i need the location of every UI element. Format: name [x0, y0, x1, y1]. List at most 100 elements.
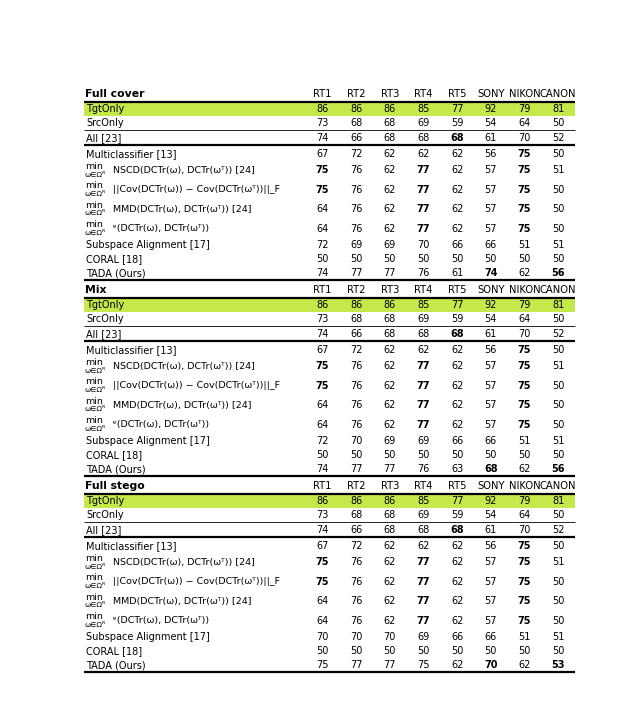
Text: 76: 76: [350, 419, 362, 429]
Text: 50: 50: [518, 450, 531, 460]
Text: 66: 66: [350, 329, 362, 339]
Text: 77: 77: [383, 268, 396, 278]
Text: 92: 92: [484, 104, 497, 114]
Text: All [23]: All [23]: [86, 133, 122, 144]
Text: 56: 56: [484, 345, 497, 355]
Text: Full stego: Full stego: [85, 481, 145, 491]
Text: 86: 86: [384, 300, 396, 310]
Text: 62: 62: [451, 149, 463, 159]
Text: 77: 77: [417, 616, 430, 626]
Text: min: min: [85, 593, 103, 602]
Text: 62: 62: [518, 661, 531, 670]
Text: 75: 75: [316, 577, 329, 587]
Text: 61: 61: [484, 329, 497, 339]
Text: NIKON: NIKON: [509, 89, 540, 100]
Text: 75: 75: [518, 597, 531, 606]
Text: 50: 50: [316, 255, 329, 264]
Text: 62: 62: [451, 204, 463, 214]
Text: 64: 64: [316, 616, 328, 626]
Text: 59: 59: [451, 314, 463, 324]
Text: NSCD(DCTr(ω), DCTr(ωᵀ)) [24]: NSCD(DCTr(ω), DCTr(ωᵀ)) [24]: [113, 166, 255, 175]
Text: 75: 75: [518, 185, 531, 195]
Text: 86: 86: [316, 300, 328, 310]
Text: SONY: SONY: [477, 285, 504, 295]
Text: CORAL [18]: CORAL [18]: [86, 450, 142, 460]
Text: 62: 62: [451, 577, 463, 587]
Text: 92: 92: [484, 496, 497, 506]
Text: 69: 69: [384, 437, 396, 447]
Text: 62: 62: [383, 557, 396, 567]
Text: 53: 53: [552, 661, 565, 670]
Text: ω∈Ωᴿ: ω∈Ωᴿ: [85, 368, 106, 373]
Text: TgtOnly: TgtOnly: [86, 496, 124, 506]
Text: 86: 86: [384, 496, 396, 506]
Text: 70: 70: [383, 632, 396, 642]
Text: 66: 66: [451, 240, 463, 250]
Text: 51: 51: [552, 166, 564, 176]
Text: 70: 70: [316, 632, 329, 642]
Text: 68: 68: [417, 329, 429, 339]
Text: 73: 73: [316, 118, 329, 128]
Text: ᵄ(DCTr(ω), DCTr(ωᵀ)): ᵄ(DCTr(ω), DCTr(ωᵀ)): [113, 616, 209, 625]
Text: min: min: [85, 201, 103, 210]
Text: 70: 70: [417, 240, 429, 250]
Text: RT3: RT3: [381, 285, 399, 295]
Text: 50: 50: [552, 646, 564, 656]
Text: 62: 62: [383, 540, 396, 550]
Text: CORAL [18]: CORAL [18]: [86, 255, 142, 264]
Text: 50: 50: [552, 540, 564, 550]
Text: 76: 76: [350, 400, 362, 410]
Text: NSCD(DCTr(ω), DCTr(ωᵀ)) [24]: NSCD(DCTr(ω), DCTr(ωᵀ)) [24]: [113, 362, 255, 371]
Bar: [84, 298, 575, 312]
Text: CANON: CANON: [540, 285, 577, 295]
Text: 68: 68: [350, 118, 362, 128]
Text: 62: 62: [451, 166, 463, 176]
Text: SONY: SONY: [477, 481, 504, 491]
Text: RT5: RT5: [448, 481, 467, 491]
Text: 52: 52: [552, 329, 564, 339]
Text: Multiclassifier [13]: Multiclassifier [13]: [86, 149, 177, 159]
Text: 75: 75: [518, 345, 531, 355]
Text: 62: 62: [518, 268, 531, 278]
Text: 57: 57: [484, 419, 497, 429]
Text: 50: 50: [484, 450, 497, 460]
Text: All [23]: All [23]: [86, 525, 122, 535]
Text: ω∈Ωᴿ: ω∈Ωᴿ: [85, 622, 106, 628]
Text: 50: 50: [417, 255, 429, 264]
Text: 61: 61: [451, 268, 463, 278]
Text: 74: 74: [316, 464, 329, 474]
Text: 51: 51: [552, 557, 564, 567]
Text: 62: 62: [451, 661, 463, 670]
Text: 86: 86: [384, 104, 396, 114]
Text: 66: 66: [484, 632, 497, 642]
Text: 62: 62: [451, 345, 463, 355]
Text: 75: 75: [316, 661, 329, 670]
Text: 62: 62: [383, 149, 396, 159]
Text: 68: 68: [384, 510, 396, 520]
Text: 64: 64: [518, 118, 531, 128]
Text: 63: 63: [451, 464, 463, 474]
Text: 57: 57: [484, 557, 497, 567]
Text: ω∈Ωᴿ: ω∈Ωᴿ: [85, 230, 106, 236]
Text: 76: 76: [350, 381, 362, 391]
Text: 77: 77: [417, 419, 430, 429]
Text: 68: 68: [417, 133, 429, 144]
Text: NIKON: NIKON: [509, 285, 540, 295]
Text: 67: 67: [316, 345, 329, 355]
Text: 62: 62: [383, 204, 396, 214]
Text: 50: 50: [552, 345, 564, 355]
Text: CORAL [18]: CORAL [18]: [86, 646, 142, 656]
Text: 50: 50: [518, 646, 531, 656]
Text: 54: 54: [484, 314, 497, 324]
Text: 77: 77: [383, 661, 396, 670]
Text: 74: 74: [316, 525, 329, 535]
Text: 77: 77: [417, 557, 430, 567]
Text: ω∈Ωᴿ: ω∈Ωᴿ: [85, 407, 106, 412]
Text: 50: 50: [350, 255, 362, 264]
Text: 77: 77: [350, 464, 362, 474]
Text: 50: 50: [484, 646, 497, 656]
Text: 50: 50: [383, 255, 396, 264]
Text: 68: 68: [417, 525, 429, 535]
Text: RT2: RT2: [347, 285, 365, 295]
Text: 75: 75: [518, 166, 531, 176]
